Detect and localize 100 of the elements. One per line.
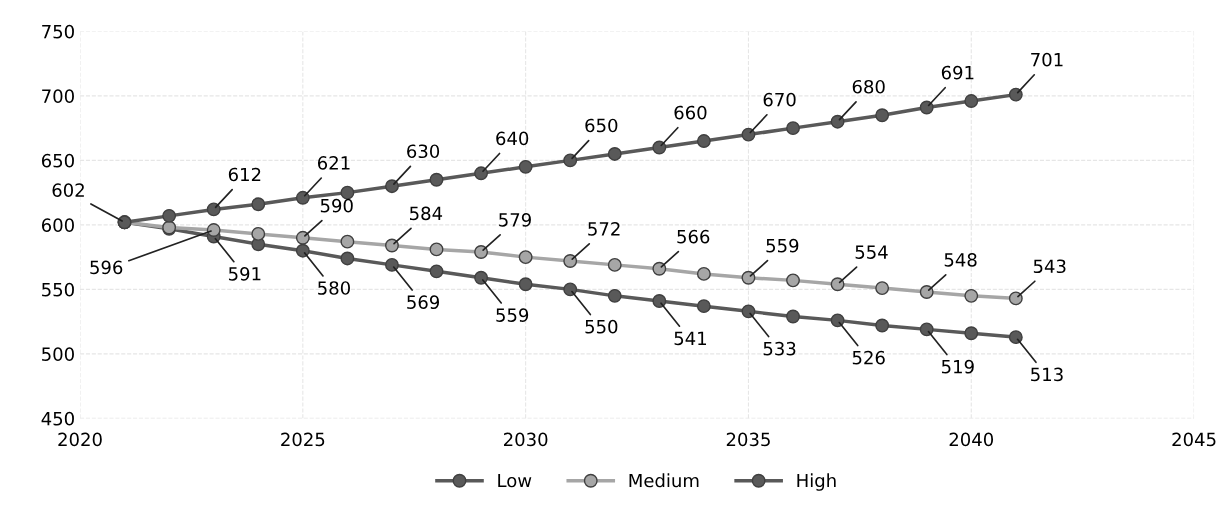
data-label: 591 xyxy=(228,266,261,281)
legend-label: Medium xyxy=(629,473,699,488)
data-label: 621 xyxy=(317,156,350,170)
point xyxy=(563,282,578,297)
data-label: 554 xyxy=(855,245,888,259)
y-tick-label: 650 xyxy=(41,153,74,168)
point xyxy=(741,270,756,285)
data-label: 660 xyxy=(674,105,707,120)
legend-label: Low xyxy=(498,473,532,488)
point xyxy=(607,146,622,161)
data-label: 559 xyxy=(496,308,529,322)
y-tick-label: 550 xyxy=(42,282,74,297)
point xyxy=(1008,330,1023,345)
point xyxy=(518,250,533,265)
x-tick-label: 2030 xyxy=(503,432,548,447)
point xyxy=(295,230,310,245)
point xyxy=(786,309,800,324)
point xyxy=(563,153,578,168)
y-tick-label: 750 xyxy=(42,24,74,39)
y-tick-label: 500 xyxy=(42,347,74,362)
point xyxy=(786,273,800,288)
data-label: 533 xyxy=(763,341,796,356)
point xyxy=(474,245,489,259)
point xyxy=(696,266,711,281)
data-label: 526 xyxy=(852,350,885,365)
point xyxy=(919,100,934,115)
data-label: 670 xyxy=(763,92,796,107)
point xyxy=(830,277,845,292)
point xyxy=(964,326,979,341)
point xyxy=(786,121,800,136)
y-tick-label: 700 xyxy=(42,89,74,103)
data-label: 640 xyxy=(496,131,529,146)
point xyxy=(340,251,355,266)
point xyxy=(206,202,221,217)
data-label: 580 xyxy=(318,281,350,295)
point xyxy=(474,166,489,181)
point xyxy=(295,190,310,205)
y-tick-label: 450 xyxy=(41,411,74,426)
point xyxy=(340,234,355,249)
point xyxy=(474,270,489,285)
point xyxy=(741,127,756,142)
point xyxy=(251,226,266,241)
data-label: 519 xyxy=(941,359,974,374)
data-label: 691 xyxy=(941,65,974,80)
data-label: 650 xyxy=(585,118,618,133)
x-tick-label: 2025 xyxy=(281,432,325,447)
point xyxy=(206,223,221,237)
point xyxy=(295,243,310,258)
point xyxy=(652,261,667,276)
data-label: 550 xyxy=(585,319,618,334)
data-label: 541 xyxy=(674,331,707,346)
point xyxy=(162,208,177,223)
point xyxy=(1008,291,1023,306)
data-label: 590 xyxy=(320,198,353,213)
x-tick-label: 2045 xyxy=(1172,432,1216,447)
point xyxy=(830,313,845,328)
point xyxy=(563,254,578,268)
data-label: 602 xyxy=(52,183,84,197)
data-label: 569 xyxy=(407,295,440,310)
point xyxy=(830,114,845,129)
point xyxy=(875,281,890,296)
point xyxy=(919,285,934,299)
point xyxy=(385,238,399,253)
point xyxy=(429,242,444,257)
point xyxy=(429,172,444,187)
point xyxy=(652,294,667,308)
point xyxy=(652,140,667,155)
legend-label: High xyxy=(797,473,836,491)
point xyxy=(964,94,979,108)
point xyxy=(607,257,622,272)
data-label: 513 xyxy=(1031,367,1063,382)
point xyxy=(251,197,266,212)
x-tick-label: 2020 xyxy=(58,432,102,447)
point xyxy=(741,304,756,319)
point xyxy=(385,257,399,272)
point xyxy=(696,134,711,148)
point xyxy=(875,318,890,333)
data-label: 579 xyxy=(499,213,531,227)
data-label: 548 xyxy=(944,253,977,267)
point xyxy=(607,288,622,303)
data-label: 584 xyxy=(410,206,443,221)
point xyxy=(518,159,533,174)
point xyxy=(385,179,399,194)
point xyxy=(1008,87,1023,102)
x-tick-label: 2040 xyxy=(949,432,994,447)
data-label: 630 xyxy=(407,144,440,159)
point xyxy=(429,264,444,279)
data-label: 572 xyxy=(588,222,620,236)
data-label: 566 xyxy=(677,229,710,244)
point xyxy=(696,299,711,314)
point xyxy=(964,288,979,303)
data-label: 612 xyxy=(228,167,261,182)
data-label: 543 xyxy=(1033,259,1066,274)
point xyxy=(875,108,890,123)
x-tick-label: 2035 xyxy=(726,432,770,447)
data-label: 559 xyxy=(766,238,799,253)
point xyxy=(919,322,934,337)
data-label: 596 xyxy=(90,260,123,275)
y-tick-label: 600 xyxy=(41,218,74,233)
point xyxy=(518,277,533,292)
